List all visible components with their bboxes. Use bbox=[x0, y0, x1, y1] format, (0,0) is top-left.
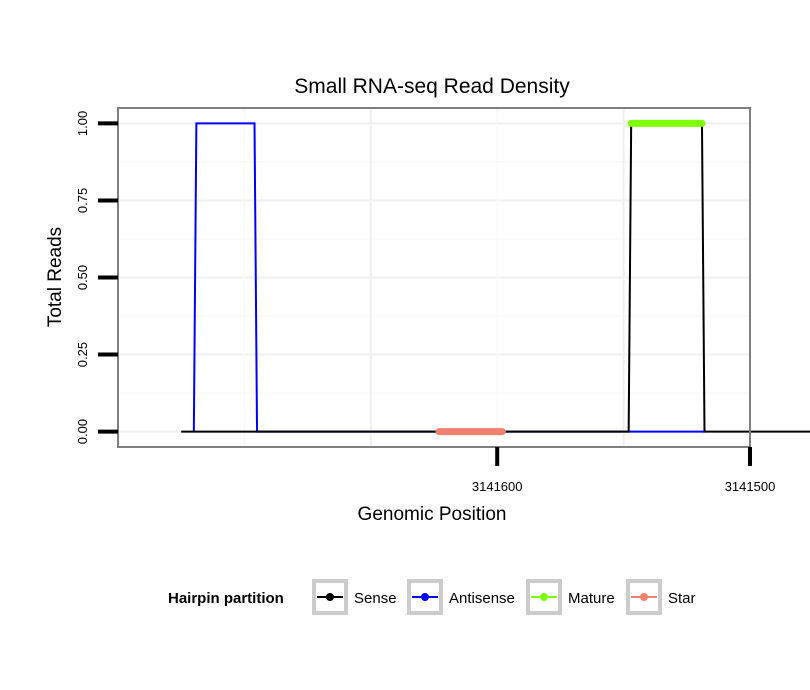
series-sense-line bbox=[181, 122, 810, 433]
legend-title: Hairpin partition bbox=[168, 590, 284, 607]
legend: Hairpin partition Sense Antisense Mature St… bbox=[168, 579, 696, 615]
x-axis-title: Genomic Position bbox=[358, 504, 507, 525]
chart-title: Small RNA-seq Read Density bbox=[294, 75, 570, 98]
y-axis-title: Total Reads bbox=[45, 227, 66, 327]
legend-marker-mature bbox=[540, 593, 548, 601]
legend-label-antisense: Antisense bbox=[449, 590, 515, 607]
legend-marker-sense bbox=[326, 593, 334, 601]
legend-label-star: Star bbox=[668, 590, 696, 607]
legend-marker-antisense bbox=[421, 593, 429, 601]
grid bbox=[117, 108, 751, 447]
y-tick-label: 1.00 bbox=[75, 111, 90, 136]
x-tick-label: 3141600 bbox=[472, 479, 523, 494]
x-tick-label: 3141500 bbox=[725, 479, 776, 494]
y-axis: 0.00 0.25 0.50 0.75 1.00 bbox=[75, 111, 118, 444]
legend-label-mature: Mature bbox=[568, 590, 615, 607]
legend-marker-star bbox=[640, 593, 648, 601]
y-tick-label: 0.50 bbox=[75, 265, 90, 290]
y-tick-label: 0.00 bbox=[75, 419, 90, 444]
series-antisense-line bbox=[192, 122, 705, 433]
y-tick-label: 0.75 bbox=[75, 188, 90, 213]
legend-label-sense: Sense bbox=[354, 590, 397, 607]
x-axis: 3141600 3141500 bbox=[472, 447, 775, 494]
y-tick-label: 0.25 bbox=[75, 342, 90, 367]
series-layer bbox=[181, 119, 810, 436]
